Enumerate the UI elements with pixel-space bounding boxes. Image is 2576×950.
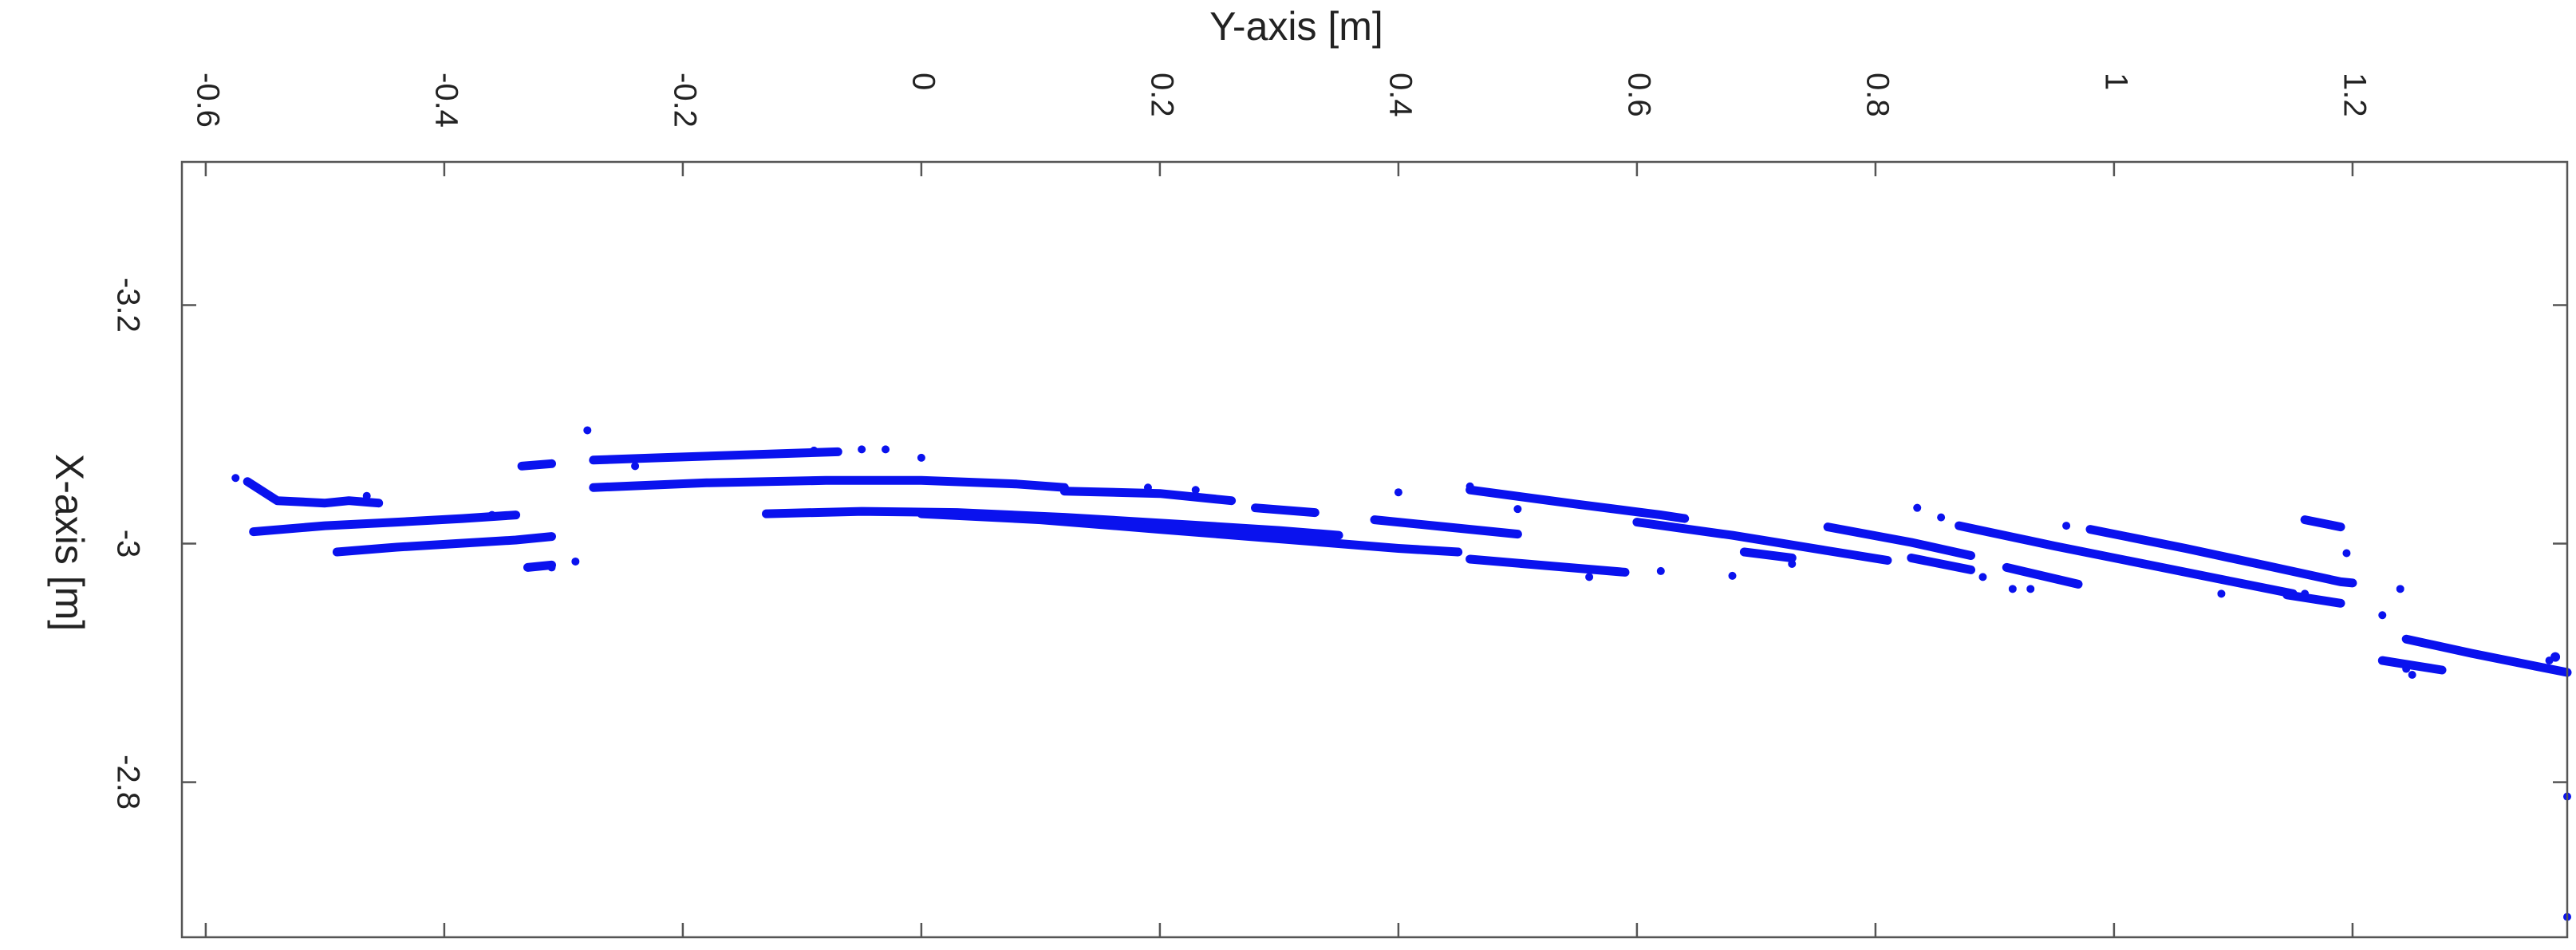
scan-line-segment (917, 509, 1463, 557)
scan-point (917, 453, 925, 462)
scan-point (1913, 503, 1922, 512)
scan-point (2301, 589, 2310, 598)
scan-line-segment (1370, 515, 1522, 539)
scan-line-segment (2085, 525, 2357, 588)
scan-point (1937, 513, 1946, 522)
x-axis-title: Y-axis [m] (1209, 4, 1383, 49)
scan-point (362, 491, 371, 500)
plot-frame (180, 160, 2569, 939)
scan-line-segment (1955, 521, 2298, 598)
x-tick-label: 0.6 (1621, 73, 1656, 117)
scan-point (2008, 585, 2017, 593)
x-tick-label: 1.2 (2337, 73, 2372, 117)
scan-line-segment (1632, 518, 1892, 565)
scan-line-segment (1739, 547, 1797, 562)
y-tick-label: -3.2 (110, 278, 145, 333)
scan-point (2062, 522, 2071, 530)
y-tick-label: -3 (110, 530, 145, 558)
scan-line-segment (2002, 562, 2083, 589)
scan-line-segment (2300, 515, 2345, 532)
scan-point (571, 557, 580, 566)
scan-point (2396, 585, 2404, 593)
scan-line-segment (2282, 590, 2345, 608)
y-tick-label: -2.8 (110, 755, 145, 810)
scan-point (2545, 656, 2554, 665)
scan-line-segment (2401, 634, 2572, 677)
y-axis-ticks: -3.2 -3 -2.8 (110, 278, 2567, 810)
scan-line-segment (243, 477, 384, 508)
x-tick-label: 0.4 (1383, 73, 1418, 117)
scan-point (547, 563, 556, 572)
scan-point (858, 445, 866, 454)
scan-point (1143, 483, 1152, 492)
scan-line-segment (517, 459, 556, 471)
scan-point (1585, 573, 1594, 581)
x-tick-label: 0.8 (1860, 73, 1895, 117)
scan-line-segment (249, 510, 521, 537)
scan-point (1656, 566, 1665, 575)
scan-line-segment (1823, 522, 1975, 560)
data-layer (231, 426, 2572, 921)
scan-point (2402, 664, 2411, 673)
scan-line-segment (1466, 485, 1690, 523)
scan-point (2408, 671, 2416, 680)
scan-point (1788, 559, 1797, 568)
scan-point (1728, 571, 1737, 580)
scan-line-segment (589, 475, 1069, 492)
scan-point (631, 462, 640, 471)
scan-point (583, 426, 592, 435)
scan-line-segment (523, 560, 556, 572)
scan-point (487, 510, 496, 519)
scan-point (2026, 585, 2035, 593)
x-tick-label: 0 (905, 73, 941, 90)
x-tick-label: -0.2 (667, 73, 702, 128)
x-tick-label: 0.2 (1144, 73, 1179, 117)
scan-point (2342, 549, 2351, 558)
scan-point (1191, 486, 1200, 495)
scan-point (231, 474, 240, 483)
scan-point (2378, 611, 2387, 620)
scan-line-segment (1059, 487, 1237, 506)
scan-point (810, 446, 819, 455)
x-tick-label: -0.4 (428, 73, 464, 128)
x-tick-label: -0.6 (190, 73, 225, 128)
scan-line-segment (2377, 656, 2447, 675)
scan-point (882, 445, 890, 454)
scan-point (1513, 505, 1522, 514)
scan-point (2217, 589, 2226, 598)
scan-point (1466, 482, 1474, 491)
scan-point (1394, 488, 1402, 497)
scan-line-segment (1466, 554, 1630, 577)
scan-point (1978, 573, 1987, 581)
x-tick-label: 1 (2098, 73, 2133, 90)
scan-line-segment (1251, 503, 1320, 518)
scan-line-segment (1907, 554, 1975, 574)
scan-line-segment (332, 532, 556, 557)
x-axis-ticks: -0.6 -0.4 -0.2 0 0.2 0.4 0.6 0.8 1 1.2 (190, 73, 2372, 937)
y-axis-title: X-axis [m] (47, 454, 92, 631)
